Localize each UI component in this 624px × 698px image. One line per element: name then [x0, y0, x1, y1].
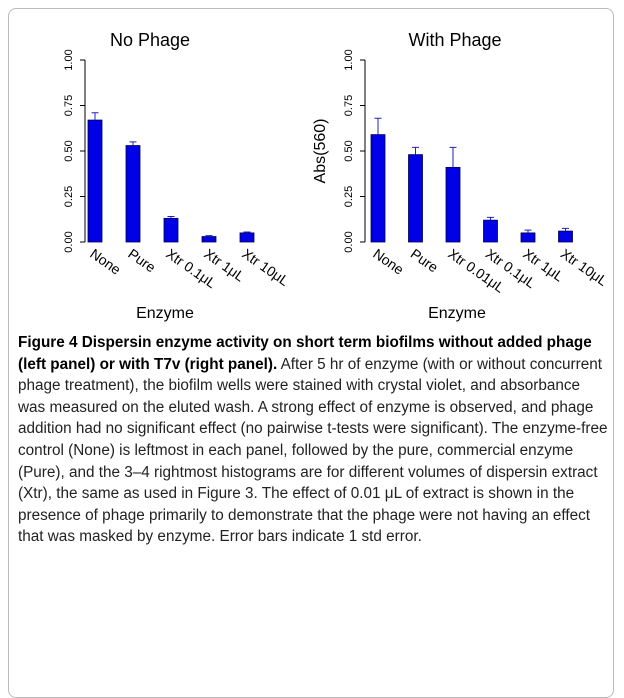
y-tick-label: 1.00: [63, 49, 75, 70]
y-axis-label: Abs(560): [312, 119, 329, 184]
error-bar: [167, 216, 175, 219]
bar: [483, 219, 498, 243]
error-bar: [374, 117, 382, 135]
x-tick-label: Pure: [408, 245, 442, 275]
x-tick-label: None: [87, 245, 124, 277]
x-tick-label: Xtr 10μL: [239, 245, 292, 289]
bar: [201, 236, 217, 243]
x-axis-label: Enzyme: [136, 305, 194, 322]
error-bar: [91, 112, 99, 121]
y-tick-label: 0.00: [343, 231, 355, 252]
bar: [239, 232, 255, 243]
error-bar: [562, 227, 569, 232]
y-tick-label: 0.25: [343, 186, 355, 207]
bar: [408, 154, 423, 243]
y-tick-label: 0.25: [63, 186, 75, 207]
y-tick-label: 0.50: [343, 140, 355, 161]
bar: [87, 119, 103, 243]
caption-label: Figure 4: [18, 334, 78, 351]
error-bar: [524, 229, 532, 233]
x-axis-label: Enzyme: [428, 305, 486, 322]
bar: [558, 230, 573, 243]
x-tick-label: None: [370, 245, 407, 277]
caption-title: Dispersin enzyme activity on short term …: [18, 334, 592, 373]
bar: [370, 134, 386, 243]
bar: [520, 232, 536, 243]
chart-title: No Phage: [110, 30, 190, 50]
caption: Figure 4 Dispersin enzyme activity on sh…: [18, 332, 610, 548]
y-tick-label: 0.50: [63, 140, 75, 161]
bar: [163, 217, 179, 243]
error-bar: [129, 141, 137, 146]
x-tick-label: Pure: [125, 245, 159, 275]
error-bar: [412, 146, 419, 155]
chart-title: With Phage: [408, 30, 501, 50]
x-tick-label: Xtr 10μL: [558, 245, 611, 289]
bar: [125, 145, 141, 243]
error-bar: [205, 235, 213, 237]
y-tick-label: 0.75: [63, 95, 75, 116]
error-bar: [243, 231, 251, 233]
y-tick-label: 0.00: [63, 231, 75, 252]
y-tick-label: 0.75: [343, 95, 355, 116]
bar: [445, 166, 461, 243]
error-bar: [487, 216, 494, 221]
caption-text: After 5 hr of enzyme (with or without co…: [18, 355, 608, 546]
y-tick-label: 1.00: [343, 49, 355, 70]
error-bar: [449, 146, 457, 168]
